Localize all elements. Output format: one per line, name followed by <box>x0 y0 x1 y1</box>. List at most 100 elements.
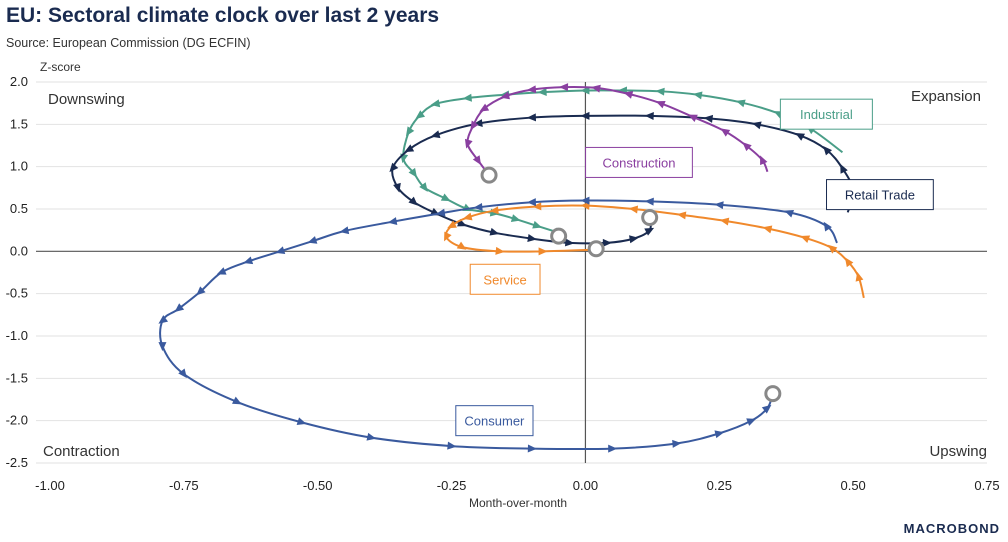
series-point-retail-trade <box>602 238 612 247</box>
series-point-retail-trade <box>580 111 590 120</box>
series-point-industrial <box>462 93 472 102</box>
series-point-consumer <box>243 256 254 265</box>
series-point-construction <box>655 101 666 109</box>
y-tick-label: -1.5 <box>6 370 28 385</box>
series-point-retail-trade <box>703 114 714 123</box>
series-label-text: Retail Trade <box>845 188 915 203</box>
series-point-retail-trade <box>526 113 537 122</box>
series-point-construction <box>760 155 768 166</box>
quadrant-bottom-left: Contraction <box>43 443 120 460</box>
series-label-service: Service <box>469 263 541 295</box>
series-point-service <box>444 231 452 242</box>
series-point-construction <box>470 120 479 131</box>
series-point-industrial <box>655 87 665 96</box>
series-point-consumer <box>366 432 377 441</box>
series-label-text: Industrial <box>800 107 853 122</box>
x-tick-label: 0.00 <box>573 478 598 493</box>
series-construction <box>464 83 769 180</box>
series-point-industrial <box>405 126 415 137</box>
series-point-industrial <box>430 99 441 108</box>
series-point-service <box>719 217 730 226</box>
series-point-construction <box>472 155 482 165</box>
series-point-industrial <box>408 167 417 178</box>
y-tick-label: 0.0 <box>10 243 28 258</box>
quadrant-top-left: Downswing <box>48 91 125 108</box>
series-point-construction <box>687 114 698 122</box>
series-point-consumer <box>447 441 457 450</box>
series-point-consumer <box>158 315 169 324</box>
series-point-retail-trade <box>629 235 639 244</box>
series-point-construction <box>479 103 490 112</box>
series-point-service <box>855 271 864 282</box>
series-label-consumer: Consumer <box>455 405 534 437</box>
series-point-construction <box>720 128 731 137</box>
series-point-industrial <box>415 110 426 119</box>
series-point-consumer <box>275 246 286 254</box>
series-point-service <box>532 202 542 211</box>
series-point-service <box>800 235 811 243</box>
y-tick-label: -1.0 <box>6 328 28 343</box>
series-point-industrial <box>692 91 703 100</box>
y-tick-label: -2.0 <box>6 413 28 428</box>
series-point-construction <box>500 91 510 100</box>
series-point-retail-trade <box>564 238 575 247</box>
x-tick-label: 0.25 <box>707 478 732 493</box>
series-retail-trade <box>389 111 857 247</box>
series-point-consumer <box>761 404 772 414</box>
series-point-retail-trade <box>430 130 441 139</box>
series-point-retail-trade <box>527 234 537 242</box>
series-point-consumer <box>608 444 618 453</box>
series-point-service <box>676 211 687 220</box>
x-tick-label: -1.00 <box>35 478 65 493</box>
series-point-consumer <box>527 444 537 453</box>
latest-point-marker <box>641 208 659 226</box>
series-point-consumer <box>526 198 537 207</box>
series-point-industrial <box>735 99 746 108</box>
y-tick-label: 0.5 <box>10 201 28 216</box>
latest-point-marker <box>764 385 782 403</box>
series-point-service <box>538 247 548 256</box>
series-point-consumer <box>746 418 757 426</box>
series-label-construction: Construction <box>585 146 693 178</box>
series-point-consumer <box>644 197 654 206</box>
series-point-retail-trade <box>489 227 500 236</box>
series-point-service <box>844 257 854 268</box>
series-point-industrial <box>419 182 428 192</box>
chart-title: EU: Sectoral climate clock over last 2 y… <box>6 4 440 27</box>
series-point-service <box>762 225 773 234</box>
series-label-box <box>469 263 541 295</box>
series-point-consumer <box>339 226 350 235</box>
series-point-consumer <box>823 221 832 232</box>
series-point-industrial <box>537 88 547 96</box>
tick-layer: 2.0 1.5 1.0 0.5 0.0 -0.5 -1.0 -1.5 -2.0 -2.5 -1.00… <box>6 74 1000 493</box>
series-point-retail-trade <box>408 196 418 206</box>
series-layer <box>158 83 865 453</box>
series-point-consumer <box>232 396 242 405</box>
x-tick-label: -0.75 <box>169 478 199 493</box>
series-point-consumer <box>387 217 398 225</box>
series-point-industrial <box>580 86 590 95</box>
x-tick-label: 0.50 <box>840 478 865 493</box>
series-point-consumer <box>307 236 318 244</box>
series-point-service <box>580 201 590 210</box>
marker-layer <box>480 166 782 403</box>
latest-point-marker <box>480 166 498 184</box>
series-point-industrial <box>510 214 521 222</box>
y-tick-label: -0.5 <box>6 286 28 301</box>
y-tick-label: 1.5 <box>10 116 28 131</box>
x-tick-label: -0.25 <box>437 478 467 493</box>
series-point-service <box>495 246 505 255</box>
y-tick-label: 2.0 <box>10 74 28 89</box>
series-point-retail-trade <box>644 112 654 121</box>
series-line-construction <box>466 85 769 176</box>
latest-point-marker <box>550 227 568 245</box>
series-point-consumer <box>174 303 185 313</box>
series-point-retail-trade <box>389 162 399 173</box>
series-point-consumer <box>784 209 795 218</box>
series-industrial <box>400 86 844 236</box>
series-label-box <box>779 98 873 130</box>
series-point-industrial <box>532 220 543 229</box>
series-point-retail-trade <box>840 163 848 174</box>
series-point-service <box>827 244 838 254</box>
x-tick-label: -0.50 <box>303 478 333 493</box>
